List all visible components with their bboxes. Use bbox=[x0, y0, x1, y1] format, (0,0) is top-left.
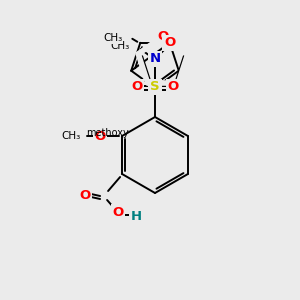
Text: methoxy: methoxy bbox=[86, 128, 129, 138]
Text: O: O bbox=[167, 80, 178, 94]
Text: O: O bbox=[112, 206, 124, 218]
Text: O: O bbox=[164, 36, 175, 49]
Text: O: O bbox=[80, 189, 91, 202]
Text: CH₃: CH₃ bbox=[103, 33, 122, 43]
Text: O: O bbox=[131, 80, 142, 94]
Text: S: S bbox=[150, 80, 160, 94]
Text: CH₃: CH₃ bbox=[62, 131, 81, 141]
Text: CH₃: CH₃ bbox=[110, 41, 130, 51]
Text: O: O bbox=[158, 29, 169, 43]
Text: H: H bbox=[130, 209, 142, 223]
Text: O: O bbox=[94, 130, 106, 142]
Text: N: N bbox=[149, 52, 161, 65]
